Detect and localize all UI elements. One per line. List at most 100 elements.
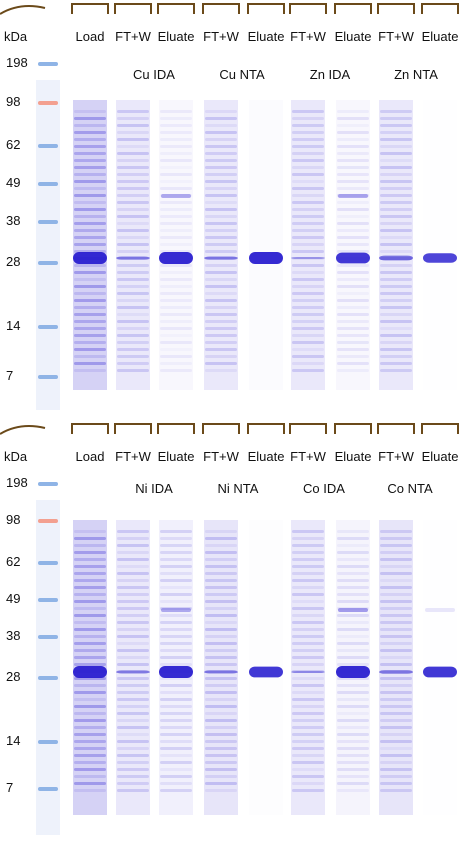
marker-98: 98 [6,94,21,109]
lane-band-6-5 [337,565,369,568]
well-6 [334,3,372,14]
lane-band-3-25 [205,285,237,288]
lane-band-1-18 [117,656,149,659]
lane-band-0-28 [74,726,106,729]
well-7 [377,3,415,14]
lane-band-7-24 [380,278,412,281]
lane-band-3-2 [205,124,237,127]
lane-band-3-0 [205,110,237,113]
lane-band-2-36 [160,782,192,785]
lane-band-7-7 [380,579,412,582]
lane-band-3-28 [205,726,237,729]
lane-band-1-22 [117,684,149,687]
lane-band-7-1 [380,117,412,120]
lane-smear-2 [159,100,193,390]
lane-band-6-26 [337,712,369,715]
lane-band-6-24 [337,278,369,281]
marker-band-0 [38,62,58,66]
lane-band-5-8 [292,586,324,589]
lane-band-6-33 [337,341,369,344]
lane-band-2-0 [160,110,192,113]
lane-band-0-19 [74,663,106,666]
lane-band-1-13 [117,621,149,624]
lane-label-eluate-4: Eluate [421,29,459,44]
lane-band-2-12 [160,614,192,617]
lane-band-0-8 [74,166,106,169]
lane-band-2-23 [160,271,192,274]
lane-band-5-11 [292,607,324,610]
lane-band-3-21 [205,677,237,680]
lane-band-6-35 [337,355,369,358]
well-6 [334,423,372,434]
lane-band-7-28 [380,726,412,729]
lane-band-3-6 [205,572,237,575]
group-label-cu-nta: Cu NTA [219,67,265,82]
lane-band-1-31 [117,327,149,330]
lane-band-2-23 [160,691,192,694]
lane-band-1-18 [117,236,149,239]
lane-band-5-29 [292,313,324,316]
lane-band-5-17 [292,229,324,232]
lane-band-5-20 [292,250,324,253]
lane-label-load: Load [75,29,105,44]
marker-198: 198 [6,55,28,70]
lane-band-7-28 [380,306,412,309]
lane-band-7-18 [380,656,412,659]
lane-band-7-9 [380,593,412,596]
lane-band-6-31 [337,747,369,750]
lane-band-5-30 [292,740,324,743]
lane-band-2-6 [160,572,192,575]
lane-band-3-32 [205,334,237,337]
marker-62: 62 [6,137,21,152]
lane-band-3-17 [205,649,237,652]
lane-band-5-36 [292,782,324,785]
lane-band-5-32 [292,754,324,757]
lane-band-2-14 [160,628,192,631]
group-label-ni-ida: Ni IDA [135,481,173,496]
lane-band-3-8 [205,586,237,589]
lane-band-3-14 [205,208,237,211]
lane-band-3-12 [205,194,237,197]
lane-band-7-20 [380,250,412,253]
lane-band-3-9 [205,593,237,596]
lane-band-5-15 [292,635,324,638]
well-3 [202,423,240,434]
marker-band-5 [38,261,58,265]
lane-band-2-28 [160,726,192,729]
lane-band-1-31 [117,747,149,750]
lane-band-2-24 [160,698,192,701]
lane-band-5-9 [292,173,324,176]
lane-band-5-24 [292,698,324,701]
main-band-3 [204,670,238,674]
lane-band-6-34 [337,348,369,351]
lane-band-2-10 [160,600,192,603]
lane-band-7-25 [380,705,412,708]
lane-band-7-34 [380,348,412,351]
lane-band-3-0 [205,530,237,533]
lane-band-5-23 [292,691,324,694]
lane-band-6-18 [337,236,369,239]
lane-band-2-3 [160,131,192,134]
lane-label-ftw-4: FT+W [378,449,414,464]
lane-band-3-19 [205,243,237,246]
group-label-zn-ida: Zn IDA [309,67,351,82]
lane-smear-7 [379,100,413,390]
lane-band-5-37 [292,369,324,372]
lane-band-2-31 [160,747,192,750]
lane-band-1-24 [117,698,149,701]
lane-band-5-5 [292,145,324,148]
lane-band-3-18 [205,656,237,659]
lane-band-5-4 [292,138,324,141]
lane-band-3-26 [205,292,237,295]
well-edge-left [0,5,46,15]
marker-band-1 [38,519,58,523]
lane-band-5-7 [292,159,324,162]
lane-band-3-8 [205,166,237,169]
lane-band-5-9 [292,593,324,596]
well-2 [157,3,195,14]
lane-band-0-37 [74,789,106,792]
lane-label-ftw-3: FT+W [290,449,326,464]
lane-label-eluate-3: Eluate [334,29,372,44]
lane-band-7-35 [380,775,412,778]
lane-band-1-33 [117,341,149,344]
